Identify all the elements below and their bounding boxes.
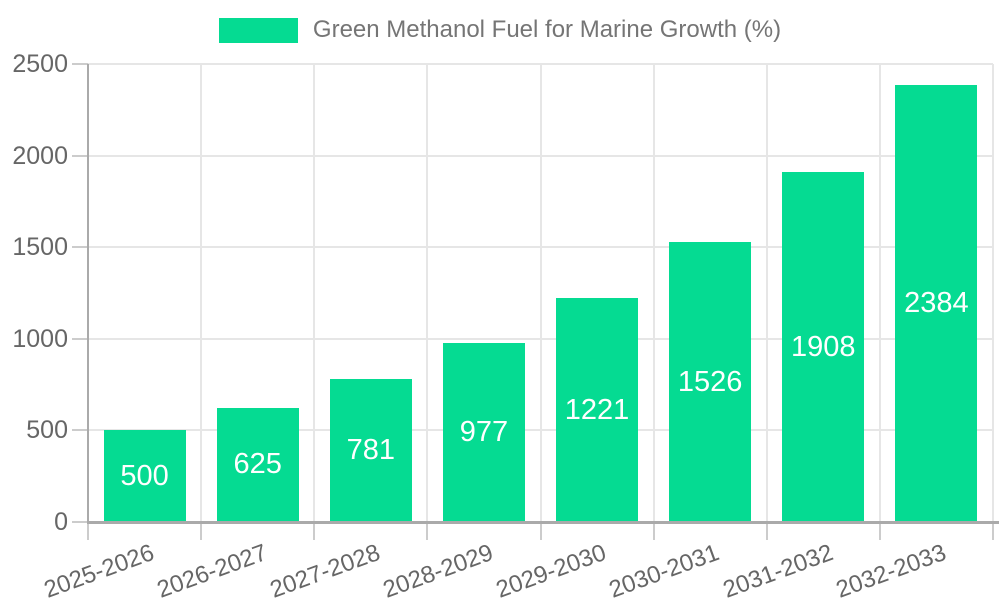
bar-value-label: 1221 xyxy=(564,393,630,426)
x-gridline xyxy=(313,64,316,522)
x-axis-tick-label: 2027-2028 xyxy=(266,539,384,600)
x-tick-mark xyxy=(313,524,316,540)
bar-value-label: 1526 xyxy=(677,365,743,398)
bar-value-label: 2384 xyxy=(904,287,969,320)
x-tick-mark xyxy=(539,524,542,540)
x-gridline xyxy=(765,64,768,522)
x-gridline xyxy=(200,64,203,522)
x-tick-mark xyxy=(878,524,881,540)
x-axis-tick-label: 2030-2031 xyxy=(605,539,724,600)
bar-value-label: 781 xyxy=(346,433,395,466)
x-tick-mark xyxy=(426,524,429,540)
bar-2031-2032[interactable]: 1908 xyxy=(782,172,865,522)
y-tick-mark xyxy=(72,521,88,523)
y-axis-tick-label: 2500 xyxy=(12,50,68,78)
bar-2025-2026[interactable]: 500 xyxy=(103,430,186,522)
x-axis-tick-label: 2032-2033 xyxy=(832,539,950,600)
bar-value-label: 500 xyxy=(120,459,169,492)
bar-2032-2033[interactable]: 2384 xyxy=(895,85,978,522)
x-axis-tick-label: 2028-2029 xyxy=(379,539,497,600)
x-tick-mark xyxy=(992,524,994,540)
bar-value-label: 625 xyxy=(233,448,282,481)
x-axis-tick-label: 2026-2027 xyxy=(153,539,271,600)
bar-2027-2028[interactable]: 781 xyxy=(329,378,412,522)
x-gridline xyxy=(539,64,542,522)
y-axis-tick-label: 1000 xyxy=(12,324,68,353)
y-axis-tick-label: 2000 xyxy=(12,141,68,170)
x-tick-mark xyxy=(200,524,203,540)
y-axis-line xyxy=(87,64,89,524)
y-tick-mark xyxy=(72,337,88,340)
bar-2030-2031[interactable]: 1526 xyxy=(669,242,752,522)
legend-label: Green Methanol Fuel for Marine Growth (%… xyxy=(312,16,782,43)
y-tick-mark xyxy=(72,246,88,249)
x-gridline xyxy=(878,64,881,522)
bar-2029-2030[interactable]: 1221 xyxy=(556,298,639,522)
x-tick-mark xyxy=(87,524,89,540)
x-tick-mark xyxy=(765,524,768,540)
y-axis-tick-label: 0 xyxy=(54,508,68,536)
x-axis-tick-label: 2029-2030 xyxy=(492,539,610,600)
y-tick-mark xyxy=(72,63,88,65)
x-gridline xyxy=(426,64,429,522)
x-gridline xyxy=(652,64,655,522)
x-axis-tick-label: 2025-2026 xyxy=(40,539,158,600)
x-axis-line xyxy=(87,521,999,524)
legend[interactable]: Green Methanol Fuel for Marine Growth (%… xyxy=(0,17,1000,43)
bar-value-label: 977 xyxy=(459,415,509,448)
x-axis-tick-label: 2031-2032 xyxy=(719,539,837,600)
y-axis-tick-label: 500 xyxy=(26,416,68,445)
x-tick-mark xyxy=(652,524,655,540)
bar-2026-2027[interactable]: 625 xyxy=(216,407,299,522)
bar-2028-2029[interactable]: 977 xyxy=(442,343,525,522)
x-gridline xyxy=(992,64,994,522)
bar-value-label: 1908 xyxy=(791,330,856,363)
legend-swatch xyxy=(218,17,298,43)
y-tick-mark xyxy=(72,429,88,432)
y-axis-tick-label: 1500 xyxy=(12,233,68,262)
y-tick-mark xyxy=(72,154,88,157)
